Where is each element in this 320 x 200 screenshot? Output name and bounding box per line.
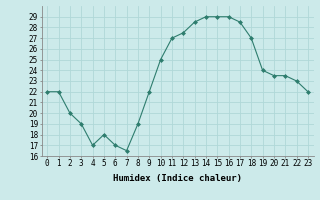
X-axis label: Humidex (Indice chaleur): Humidex (Indice chaleur) <box>113 174 242 183</box>
